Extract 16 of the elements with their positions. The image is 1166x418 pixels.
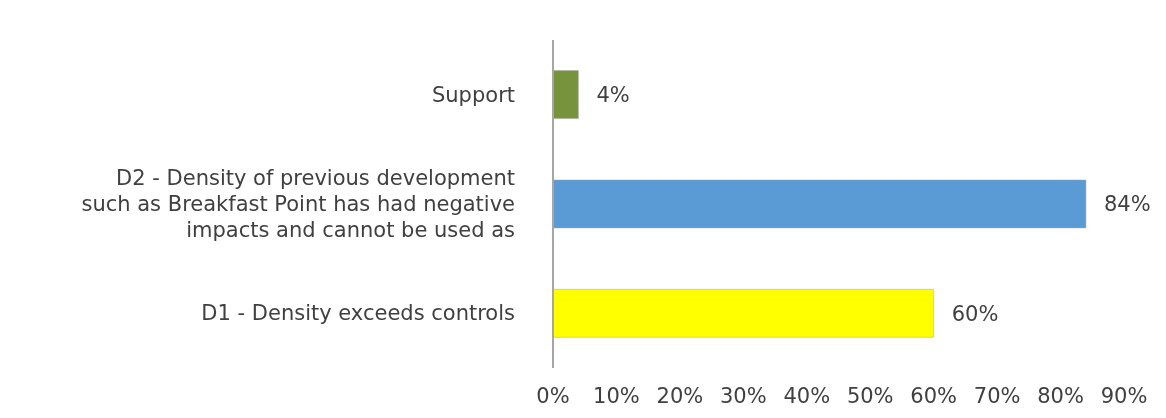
x-tick-label: 80% bbox=[1037, 383, 1084, 408]
y-tick-label: D2 - Density of previous development such as Breakfast Point has had negative impacts and cannot be used as bbox=[81, 166, 515, 242]
x-tick-label: 70% bbox=[973, 383, 1021, 408]
data-label: 4% bbox=[596, 83, 630, 108]
x-tick-label: 60% bbox=[910, 383, 958, 408]
data-label: 60% bbox=[951, 301, 999, 326]
y-tick-label: D1 - Density exceeds controls bbox=[201, 301, 515, 326]
x-tick-label: 50% bbox=[846, 383, 894, 408]
x-tick-label: 0% bbox=[536, 383, 570, 408]
x-tick-label: 30% bbox=[719, 383, 767, 408]
data-label: 84% bbox=[1103, 192, 1151, 217]
y-tick-label: Support bbox=[431, 82, 515, 107]
x-tick-label: 20% bbox=[656, 383, 704, 408]
x-tick-label: 40% bbox=[783, 383, 831, 408]
x-tick-label: 10% bbox=[593, 383, 640, 408]
x-tick-label: 90% bbox=[1100, 383, 1148, 408]
